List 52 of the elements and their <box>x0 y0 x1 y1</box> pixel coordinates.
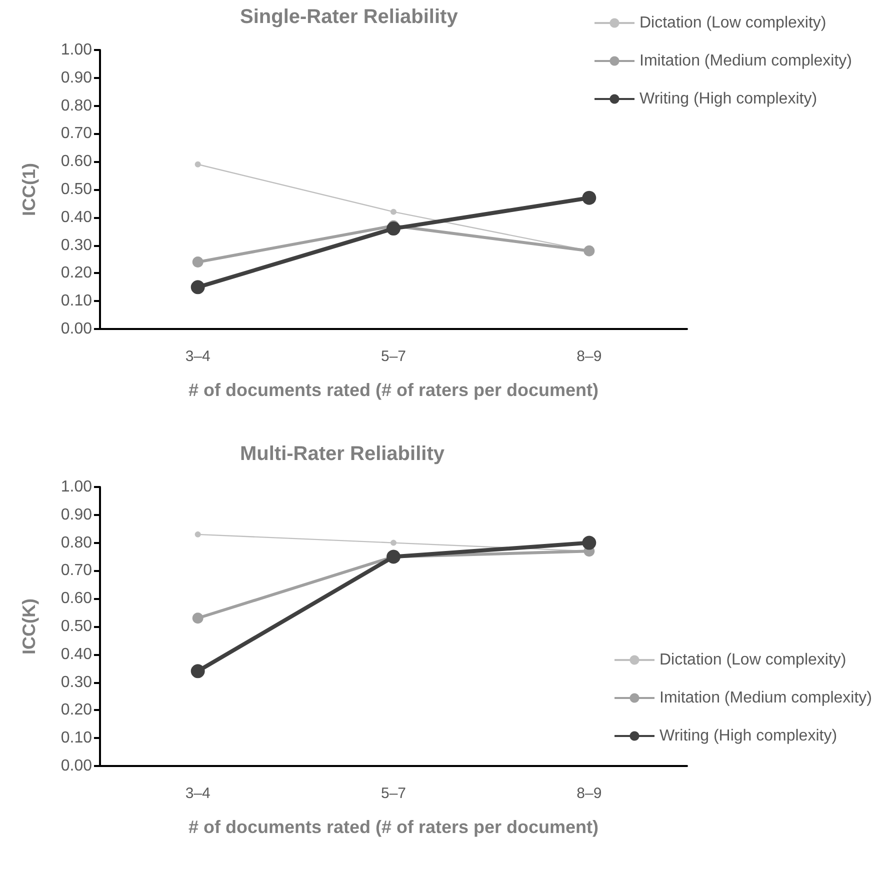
legend-label: Imitation (Medium complexity) <box>640 52 852 70</box>
point <box>390 208 396 215</box>
point <box>584 245 595 256</box>
point <box>190 280 205 294</box>
point <box>192 256 204 268</box>
legend-label: Dictation (Low complexity) <box>660 652 846 668</box>
y-tick-label: 0.10 <box>60 292 92 310</box>
point <box>190 664 205 678</box>
y-tick-label: 0.30 <box>60 674 92 691</box>
x-tick-label: 5–7 <box>380 348 406 365</box>
y-tick-label: 0.80 <box>60 97 92 114</box>
y-tick-label: 0.20 <box>60 702 92 719</box>
point <box>194 161 201 168</box>
y-axis-title: ICC(1) <box>19 162 39 216</box>
y-tick-label: 0.20 <box>60 264 92 282</box>
x-axis-title: # of documents rated (# of raters per document) <box>188 380 599 400</box>
y-axis-title: ICC(K) <box>19 598 39 654</box>
y-tick-label: 0.60 <box>60 153 92 170</box>
point <box>582 190 596 205</box>
y-tick-label: 0.50 <box>60 181 92 198</box>
y-tick-label: 0.00 <box>60 758 92 774</box>
y-tick-label: 0.40 <box>60 208 92 226</box>
x-tick-label: 8–9 <box>576 785 602 802</box>
x-tick-label: 8–9 <box>576 348 602 365</box>
y-tick-label: 0.60 <box>60 590 92 608</box>
point <box>386 222 400 236</box>
y-tick-label: 0.30 <box>60 236 92 254</box>
y-tick-label: 0.40 <box>60 646 92 663</box>
y-tick-label: 0.90 <box>60 506 92 524</box>
y-tick-label: 0.50 <box>60 618 92 635</box>
y-tick-label: 0.70 <box>60 125 92 142</box>
chart-title: Multi-Rater Reliability <box>240 443 446 465</box>
point <box>390 540 396 546</box>
y-tick-label: 0.90 <box>60 69 92 86</box>
x-axis-title: # of documents rated (# of raters per document) <box>188 817 599 837</box>
y-tick-label: 1.00 <box>60 42 92 58</box>
legend-label: Imitation (Medium complexity) <box>660 690 872 706</box>
y-tick-label: 0.10 <box>60 730 92 747</box>
legend-label: Writing (High complexity) <box>660 728 838 744</box>
y-tick-label: 0.70 <box>60 562 92 580</box>
x-tick-label: 3–4 <box>185 348 210 365</box>
chart-title: Single-Rater Reliability <box>240 6 459 28</box>
y-tick-label: 1.00 <box>60 478 92 496</box>
legend-label: Writing (High complexity) <box>640 90 818 108</box>
point <box>582 536 596 550</box>
legend-label: Dictation (Low complexity) <box>640 14 826 32</box>
y-tick-label: 0.00 <box>60 320 92 338</box>
y-tick-label: 0.80 <box>60 534 92 552</box>
point <box>194 531 201 538</box>
x-tick-label: 5–7 <box>380 785 406 802</box>
x-tick-label: 3–4 <box>185 785 210 802</box>
point <box>192 612 204 624</box>
